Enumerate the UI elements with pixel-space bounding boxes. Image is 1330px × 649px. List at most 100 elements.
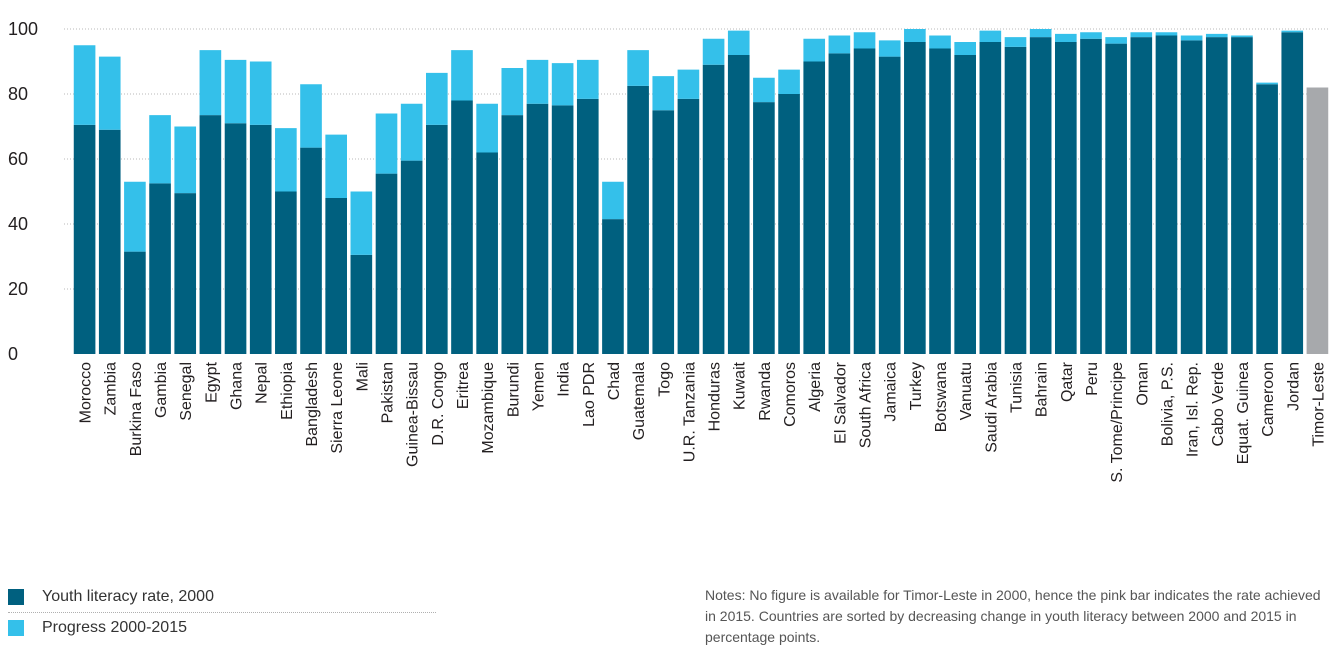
x-tick-label: Jamaica: [883, 362, 900, 422]
bar-segment: [1180, 35, 1203, 41]
x-tick-label: Bahrain: [1034, 362, 1051, 417]
bar-segment: [501, 68, 524, 116]
bar-segment: [350, 254, 373, 354]
x-tick-label: Kuwait: [732, 361, 749, 410]
bar-segment: [375, 173, 398, 354]
x-tick-label: Lao PDR: [581, 362, 598, 427]
bar-segment: [174, 193, 197, 354]
bar-segment: [1004, 37, 1027, 47]
bar-segment: [426, 72, 448, 125]
x-tick-label: Cameroon: [1260, 362, 1277, 437]
x-tick-label: Vanuatu: [958, 362, 975, 420]
bar-segment: [828, 35, 851, 54]
x-tick-label: Oman: [1134, 362, 1151, 406]
bar-segment: [1155, 35, 1178, 354]
y-tick-label: 100: [8, 19, 38, 39]
bar-segment: [249, 61, 272, 125]
bar-segment: [602, 219, 624, 354]
bar-segment: [904, 42, 926, 354]
bar-segment: [400, 160, 423, 354]
bar-segment: [702, 38, 725, 65]
bar-segment: [98, 56, 121, 130]
x-tick-label: Nepal: [254, 362, 271, 404]
x-tick-label: Burundi: [505, 362, 522, 417]
x-tick-label: Honduras: [707, 362, 724, 431]
bar-segment: [501, 115, 524, 354]
legend-swatch-2000: [8, 589, 24, 605]
bar-segment: [300, 84, 322, 148]
bar-segment: [451, 100, 473, 354]
bar-segment: [878, 40, 901, 57]
bar-segment: [878, 56, 901, 354]
y-tick-label: 80: [8, 84, 28, 104]
bar-segment: [753, 77, 775, 103]
x-tick-label: Bangladesh: [304, 362, 321, 447]
x-tick-label: South Africa: [858, 362, 875, 448]
x-tick-label: Qatar: [1059, 361, 1076, 402]
bar-segment: [1055, 33, 1077, 42]
x-tick-label: Sierra Leone: [329, 362, 346, 454]
stacked-bar-chart: 0 20 40 60 80 100 Morocco Zambia Burkina Faso Gam…: [8, 19, 1330, 483]
x-tick-label: U.R. Tanzania: [681, 362, 698, 462]
bar-segment: [476, 103, 498, 153]
x-tick-label: Botswana: [933, 362, 950, 432]
bar-segment: [375, 113, 398, 174]
x-tick-label: Peru: [1084, 362, 1101, 396]
x-tick-label: Tunisia: [1009, 362, 1026, 413]
bar-segment: [124, 181, 146, 252]
x-tick-label: Morocco: [78, 362, 95, 423]
x-tick-label: Mozambique: [480, 362, 497, 454]
bar-segment: [576, 59, 599, 99]
x-tick-label: Saudi Arabia: [983, 362, 1000, 453]
x-tick-label: Jordan: [1285, 362, 1302, 411]
bar-segment: [275, 191, 297, 354]
bar-segment: [979, 30, 1002, 42]
x-tick-label: D.R. Congo: [430, 362, 447, 446]
bar-segment: [1029, 29, 1052, 38]
bar-segment: [1231, 35, 1253, 38]
bar-segment: [778, 69, 800, 94]
bar-segment: [979, 42, 1002, 354]
bar-segment: [526, 103, 549, 354]
bar-segment: [1105, 43, 1127, 354]
x-tick-label: India: [556, 362, 573, 397]
bar-segment: [602, 181, 624, 220]
bar-segment: [526, 59, 549, 104]
x-tick-label: Timor-Leste: [1310, 362, 1327, 447]
bar-segment: [1130, 37, 1153, 354]
bar-segment: [224, 59, 247, 124]
x-tick-label: Ghana: [229, 362, 246, 410]
bar-segment: [325, 198, 347, 354]
bar-segment: [451, 50, 473, 101]
bar-segment: [1205, 33, 1228, 38]
legend: Youth literacy rate, 2000 Progress 2000-…: [8, 582, 436, 643]
bar-segment: [199, 50, 222, 116]
x-tick-label: S. Tome/Principe: [1109, 362, 1126, 483]
bar-segment: [803, 61, 826, 354]
bar-segment: [1080, 32, 1102, 39]
bar-segment: [1256, 84, 1278, 354]
bar-segment: [1281, 32, 1304, 354]
x-tick-label: Rwanda: [757, 362, 774, 421]
bar-segment: [904, 29, 926, 42]
bar-segment: [954, 42, 976, 55]
legend-item-progress: Progress 2000-2015: [8, 613, 436, 643]
bar-segment: [753, 102, 775, 354]
x-tick-label: Eritrea: [455, 362, 472, 409]
bar-segment: [73, 124, 96, 354]
x-tick-label: Pakistan: [380, 362, 397, 423]
y-tick-label: 0: [8, 344, 18, 364]
bar-segment: [677, 69, 700, 99]
y-tick-label: 40: [8, 214, 28, 234]
bar-segment: [1281, 30, 1304, 33]
bar-segment: [627, 50, 649, 86]
bar-segment: [551, 63, 574, 106]
bar-segment: [1306, 87, 1329, 354]
x-tick-label: Iran, Isl. Rep.: [1185, 362, 1202, 457]
x-tick-label: Zambia: [103, 362, 120, 415]
bar-segment: [1105, 37, 1127, 44]
bar-segment: [1205, 37, 1228, 354]
x-tick-label: Togo: [656, 362, 673, 397]
bar-segment: [476, 152, 498, 354]
bar-segment: [224, 123, 247, 354]
